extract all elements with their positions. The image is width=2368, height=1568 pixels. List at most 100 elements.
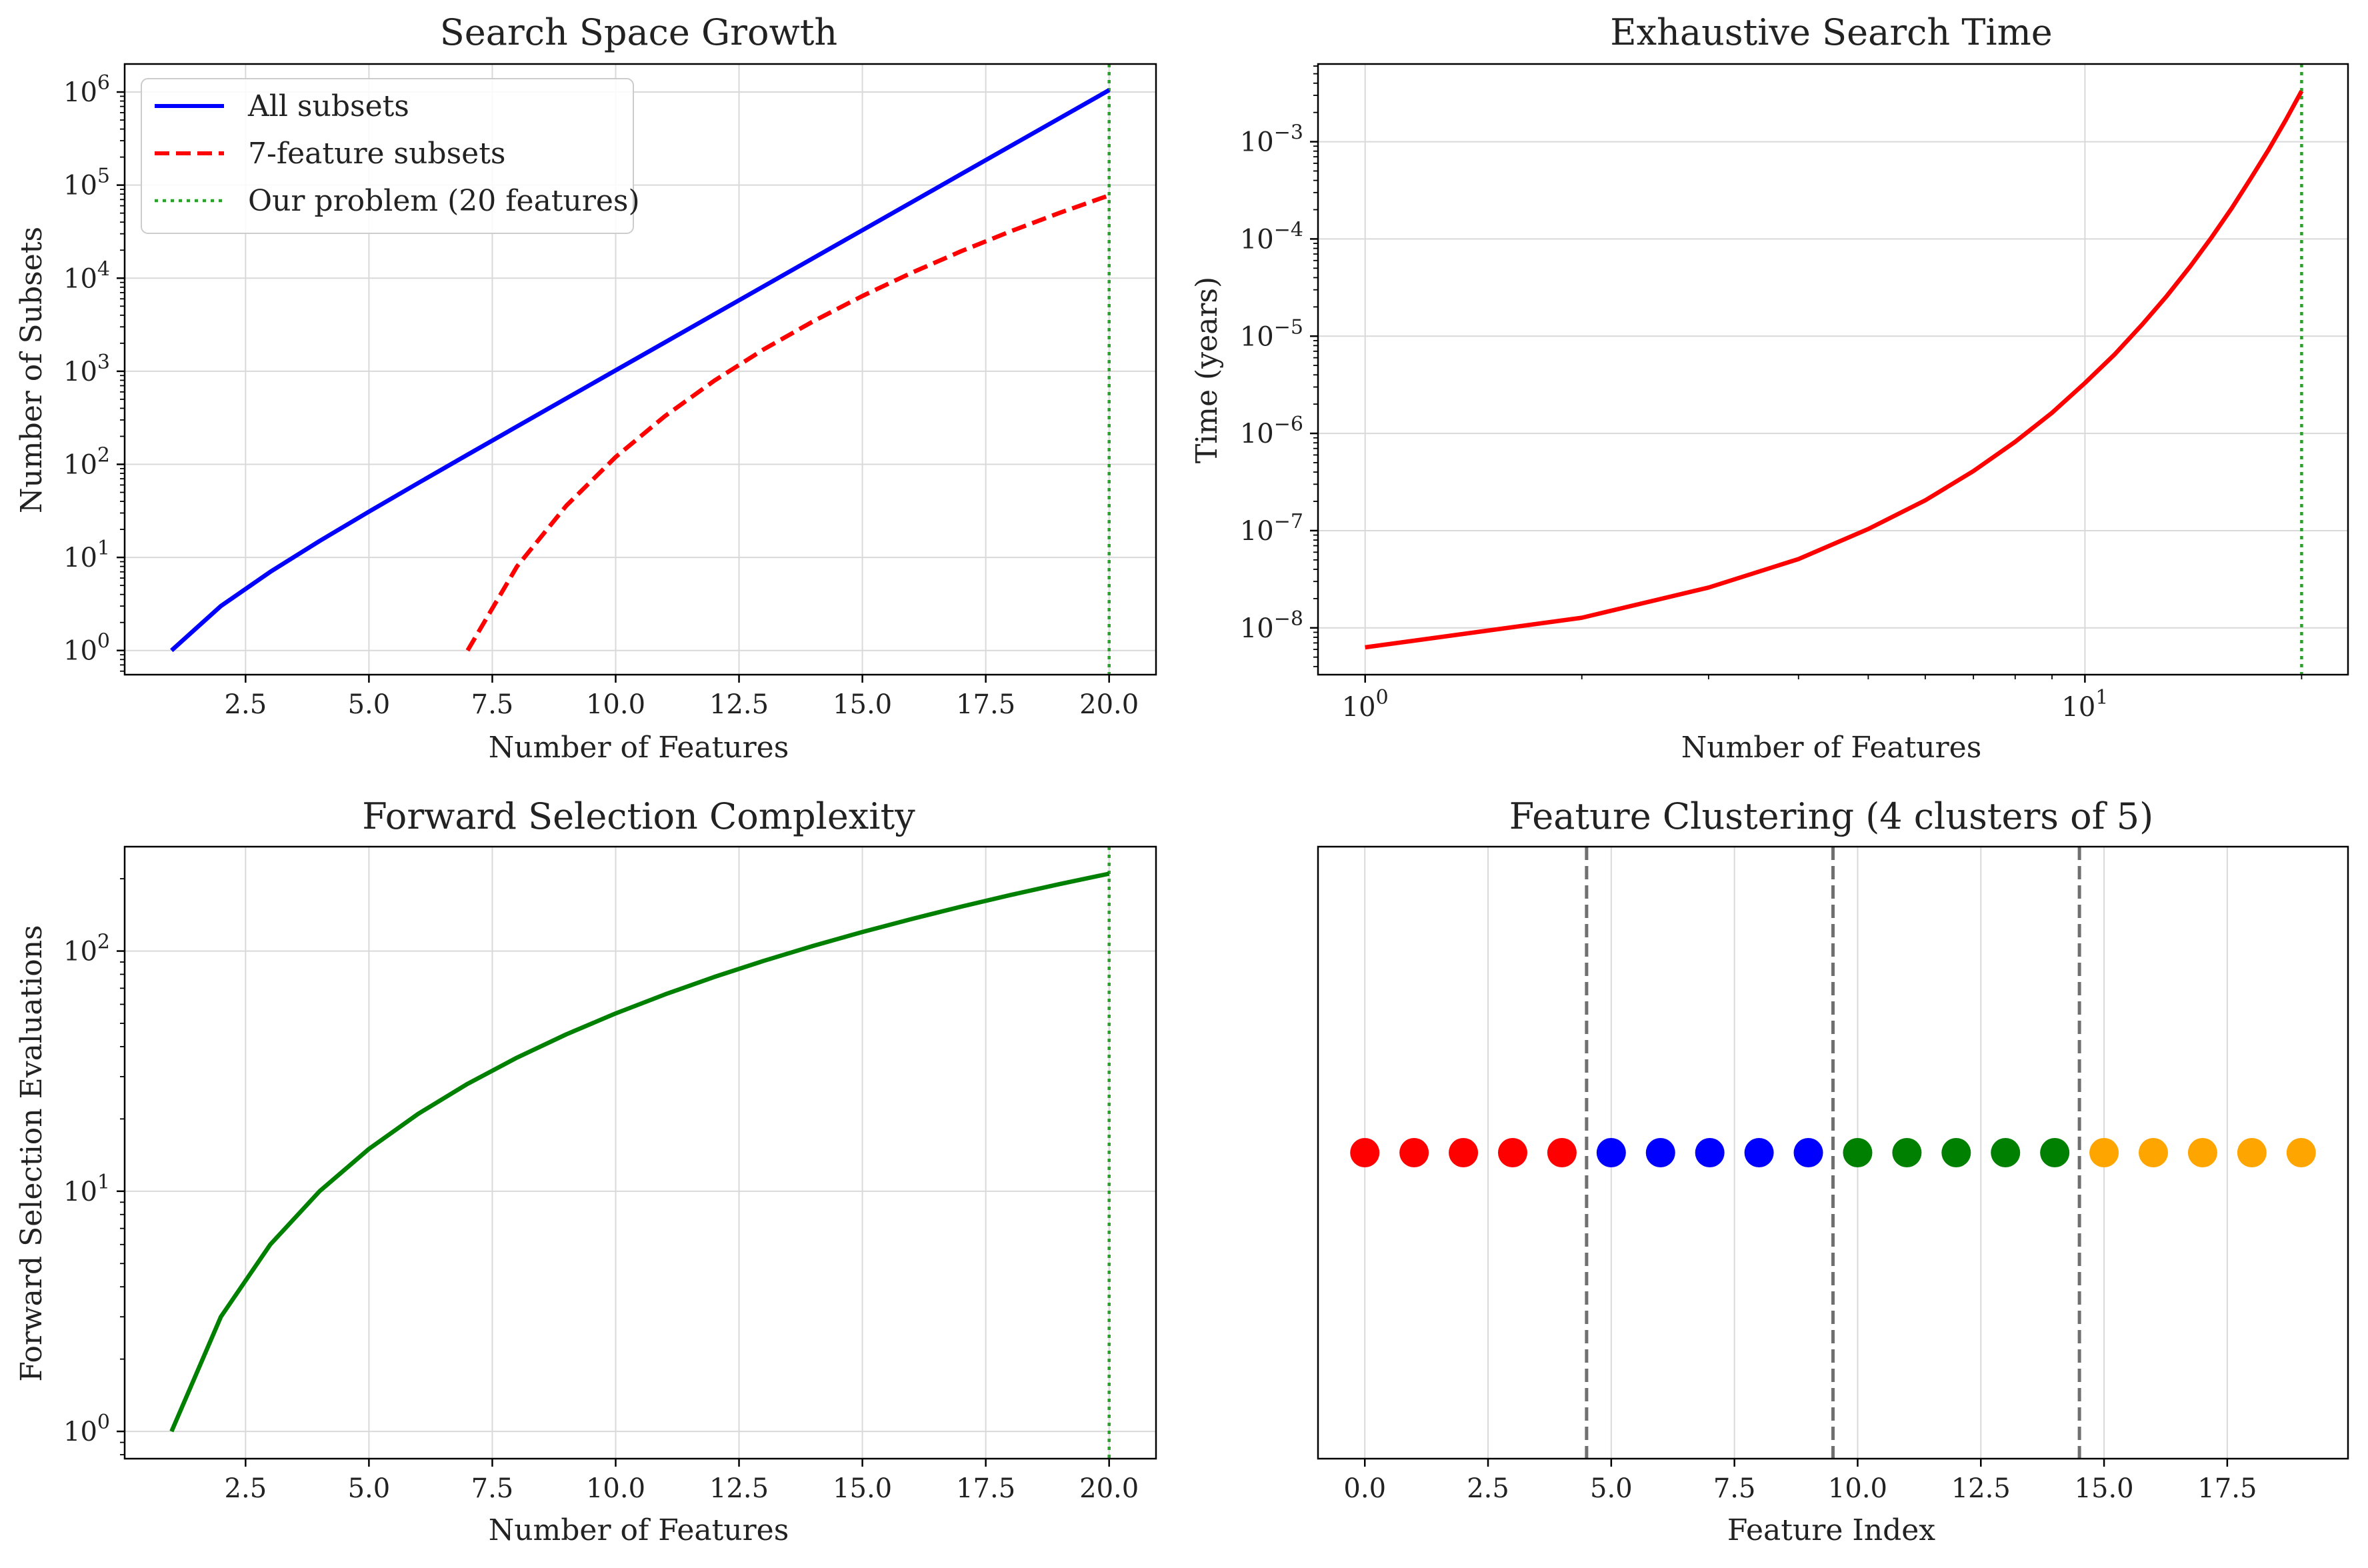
feature-point <box>1892 1138 1922 1167</box>
y-axis-label: Number of Subsets <box>15 227 49 513</box>
axis-ticks: 100 101 10−8 10−7 10−6 10−5 10−4 10−3 <box>1240 65 2303 723</box>
x-tick-label: 7.5 <box>1713 1473 1756 1504</box>
x-axis-label: Number of Features <box>489 1513 789 1547</box>
feature-point <box>1596 1138 1626 1167</box>
x-tick-label: 10.0 <box>586 689 645 720</box>
x-tick-label: 15.0 <box>833 689 892 720</box>
y-tick-label: 10−6 <box>1240 413 1303 449</box>
feature-point <box>2089 1138 2119 1167</box>
y-tick-label: 10−3 <box>1240 121 1303 158</box>
panel-exhaustive-search-time: 100 101 10−8 10−7 10−6 10−5 10−4 10−3 Exhaustiv… <box>1190 11 2349 765</box>
feature-point <box>1744 1138 1774 1167</box>
axis-ticks: 2.5 5.0 7.5 10.0 12.5 15.0 17.5 20.0 100 101 102 <box>63 878 1139 1504</box>
legend-label-all-subsets: All subsets <box>247 89 409 123</box>
y-tick-label: 102 <box>63 931 110 967</box>
panel-forward-selection-complexity: 2.5 5.0 7.5 10.0 12.5 15.0 17.5 20.0 100 101 102 F… <box>15 795 1157 1547</box>
plot-frame <box>1317 845 2349 1460</box>
y-tick-label: 102 <box>63 444 110 481</box>
y-tick-label: 104 <box>63 257 110 294</box>
x-tick-label: 0.0 <box>1343 1473 1386 1504</box>
feature-point <box>1941 1138 1971 1167</box>
x-tick-label: 100 <box>1342 686 1389 723</box>
y-tick-label: 100 <box>63 1411 110 1447</box>
y-axis-label: Time (years) <box>1190 277 1224 463</box>
plot-frame <box>123 845 1157 1460</box>
x-tick-label: 12.5 <box>709 689 769 720</box>
feature-point <box>1449 1138 1479 1167</box>
y-tick-label: 101 <box>63 1171 110 1207</box>
x-tick-label: 5.0 <box>1590 1473 1633 1504</box>
legend-label-7-feature-subsets: 7-feature subsets <box>248 137 505 171</box>
y-tick-label: 10−5 <box>1240 315 1303 352</box>
x-tick-label: 17.5 <box>956 689 1015 720</box>
legend: All subsets 7-feature subsets Our proble… <box>141 78 640 234</box>
series-layer <box>170 64 1111 675</box>
x-tick-label: 12.5 <box>709 1473 769 1504</box>
series-line-0 <box>169 871 1110 1433</box>
y-tick-label: 103 <box>63 351 110 387</box>
plot-frame <box>1317 63 2349 676</box>
x-axis-label: Number of Features <box>1681 731 1982 765</box>
feature-point <box>1350 1138 1380 1167</box>
series-layer <box>1350 847 2316 1459</box>
feature-point <box>1793 1138 1823 1167</box>
y-tick-label: 10−7 <box>1240 510 1303 547</box>
axis-ticks: 2.5 5.0 7.5 10.0 12.5 15.0 17.5 20.0 100 101 102 10… <box>63 71 1139 720</box>
y-tick-label: 10−8 <box>1240 607 1303 644</box>
x-tick-label: 15.0 <box>833 1473 892 1504</box>
x-tick-label: 20.0 <box>1079 1473 1139 1504</box>
chart-title: Exhaustive Search Time <box>1610 11 2053 53</box>
x-tick-label: 2.5 <box>1467 1473 1509 1504</box>
grid <box>125 64 1156 675</box>
x-tick-label: 12.5 <box>1951 1473 2011 1504</box>
series-line-1 <box>465 193 1110 652</box>
grid <box>125 847 1156 1459</box>
feature-point <box>1645 1138 1675 1167</box>
y-tick-label: 10−4 <box>1240 218 1303 255</box>
chart-title: Search Space Growth <box>440 11 837 53</box>
feature-point <box>2237 1138 2267 1167</box>
legend-label-our-problem: Our problem (20 features) <box>248 184 640 218</box>
feature-point <box>1991 1138 2021 1167</box>
feature-point <box>1695 1138 1725 1167</box>
panel-search-space-growth: 2.5 5.0 7.5 10.0 12.5 15.0 17.5 20.0 100 101 102 10… <box>15 11 1157 765</box>
x-tick-label: 15.0 <box>2075 1473 2134 1504</box>
series-line-0 <box>170 88 1111 653</box>
feature-point <box>2139 1138 2169 1167</box>
y-axis-label: Forward Selection Evaluations <box>15 925 49 1381</box>
series-layer <box>169 847 1111 1459</box>
x-axis-label: Number of Features <box>489 731 789 765</box>
panel-feature-clustering: 0.0 2.5 5.0 7.5 10.0 12.5 15.0 17.5 Feature Clu… <box>1317 795 2349 1547</box>
x-tick-label: 101 <box>2061 686 2108 723</box>
y-tick-label: 106 <box>63 71 110 108</box>
legend-box <box>141 78 634 234</box>
axis-ticks: 0.0 2.5 5.0 7.5 10.0 12.5 15.0 17.5 <box>1343 1459 2257 1504</box>
y-tick-label: 101 <box>63 537 110 573</box>
chart-title: Forward Selection Complexity <box>362 795 915 837</box>
series-line-0 <box>1365 90 2304 650</box>
x-tick-label: 17.5 <box>956 1473 1015 1504</box>
feature-point <box>2286 1138 2316 1167</box>
feature-point <box>1497 1138 1527 1167</box>
x-tick-label: 10.0 <box>586 1473 645 1504</box>
feature-point <box>1399 1138 1429 1167</box>
series-layer <box>1365 64 2304 675</box>
x-axis-label: Feature Index <box>1727 1513 1935 1547</box>
x-tick-label: 7.5 <box>471 1473 514 1504</box>
x-tick-label: 5.0 <box>348 1473 391 1504</box>
x-tick-label: 10.0 <box>1828 1473 1887 1504</box>
x-tick-label: 2.5 <box>225 1473 267 1504</box>
x-tick-label: 17.5 <box>2197 1473 2257 1504</box>
x-tick-label: 2.5 <box>225 689 267 720</box>
feature-point <box>2187 1138 2217 1167</box>
feature-point <box>2040 1138 2070 1167</box>
x-tick-label: 7.5 <box>471 689 514 720</box>
y-tick-label: 105 <box>63 165 110 201</box>
plot-frame <box>123 63 1157 676</box>
x-tick-label: 5.0 <box>348 689 391 720</box>
grid <box>1318 64 2348 675</box>
feature-point <box>1547 1138 1577 1167</box>
x-tick-label: 20.0 <box>1079 689 1139 720</box>
chart-title: Feature Clustering (4 clusters of 5) <box>1509 795 2153 837</box>
